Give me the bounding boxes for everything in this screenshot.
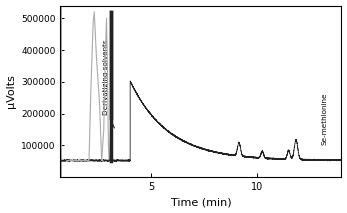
Y-axis label: μVolts: μVolts — [6, 74, 16, 108]
Text: Se-methionine: Se-methionine — [322, 93, 328, 145]
Text: Derivatizing solvents: Derivatizing solvents — [103, 39, 109, 115]
X-axis label: Time (min): Time (min) — [171, 197, 231, 207]
